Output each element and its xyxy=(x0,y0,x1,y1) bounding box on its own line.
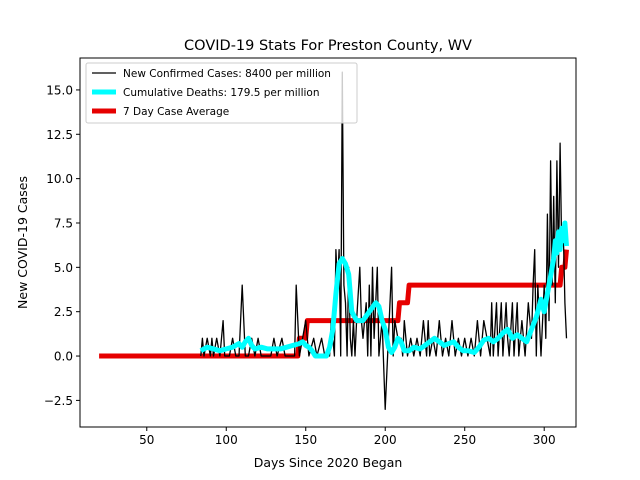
x-axis-label: Days Since 2020 Began xyxy=(254,455,403,470)
series-layer xyxy=(99,71,569,410)
x-tick-label: 100 xyxy=(215,433,238,447)
legend: New Confirmed Cases: 8400 per million Cu… xyxy=(85,62,358,124)
legend-label-new-cases: New Confirmed Cases: 8400 per million xyxy=(123,68,331,80)
x-tick-label: 200 xyxy=(374,433,397,447)
y-tick-label: 0.0 xyxy=(54,350,73,364)
series-cumulative-deaths-line xyxy=(199,220,569,359)
y-tick-label: 15.0 xyxy=(46,83,73,97)
x-axis-ticks: 50 100 150 200 250 300 xyxy=(139,427,556,447)
y-axis-ticks: −2.5 0.0 2.5 5.0 7.5 10.0 12.5 15.0 xyxy=(44,83,80,408)
y-tick-label: 12.5 xyxy=(46,128,73,142)
x-tick-label: 300 xyxy=(533,433,556,447)
y-tick-label: 5.0 xyxy=(54,261,73,275)
y-tick-label: 10.0 xyxy=(46,172,73,186)
legend-label-cumulative-deaths: Cumulative Deaths: 179.5 per million xyxy=(123,87,320,99)
x-tick-label: 50 xyxy=(139,433,154,447)
y-tick-label: 7.5 xyxy=(54,216,73,230)
legend-frame xyxy=(85,62,358,124)
x-tick-label: 150 xyxy=(294,433,317,447)
x-tick-label: 250 xyxy=(453,433,476,447)
y-axis-label: New COVID-19 Cases xyxy=(15,176,30,309)
plot-area xyxy=(79,57,577,428)
series-new-cases-line xyxy=(200,71,568,410)
y-tick-label: −2.5 xyxy=(44,394,73,408)
legend-label-7-day-average: 7 Day Case Average xyxy=(123,106,229,118)
y-tick-label: 2.5 xyxy=(54,305,73,319)
axes-frame xyxy=(79,57,577,428)
chart-title: COVID-19 Stats For Preston County, WV xyxy=(184,38,472,54)
